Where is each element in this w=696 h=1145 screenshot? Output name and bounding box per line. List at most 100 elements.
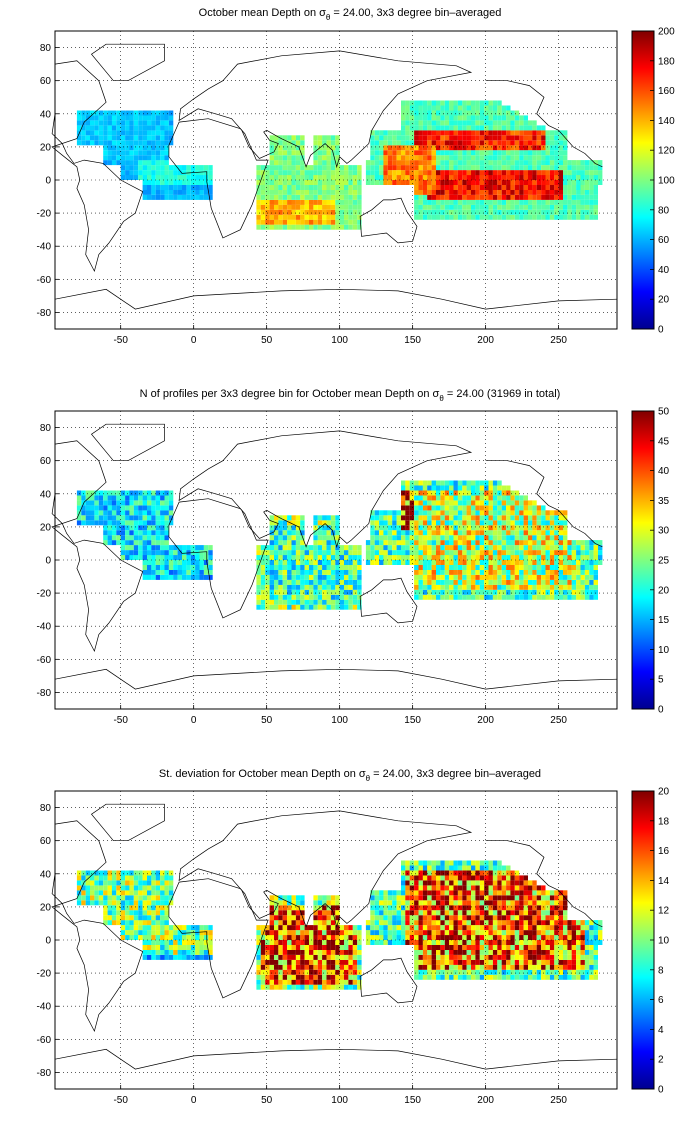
heatmap-cell <box>537 970 541 975</box>
heatmap-cell <box>309 985 313 990</box>
heatmap-cell <box>278 570 282 575</box>
heatmap-cell <box>493 960 497 965</box>
heatmap-cell <box>436 940 440 945</box>
heatmap-cell <box>462 590 466 595</box>
heatmap-cell <box>379 930 383 935</box>
heatmap-cell <box>589 930 593 935</box>
heatmap-cell <box>112 495 116 500</box>
heatmap-cell <box>419 175 423 180</box>
heatmap-cell <box>419 535 423 540</box>
heatmap-cell <box>296 605 300 610</box>
heatmap-cell <box>458 570 462 575</box>
heatmap-cell <box>318 225 322 230</box>
heatmap-cell <box>554 145 558 150</box>
heatmap-cell <box>563 570 567 575</box>
heatmap-cell <box>419 960 423 965</box>
heatmap-cell <box>392 135 396 140</box>
heatmap-cell <box>449 900 453 905</box>
heatmap-cell <box>524 550 528 555</box>
heatmap-cell <box>353 165 357 170</box>
heatmap-cell <box>497 495 501 500</box>
heatmap-cell <box>502 960 506 965</box>
heatmap-cell <box>410 940 414 945</box>
heatmap-cell <box>397 905 401 910</box>
heatmap-cell <box>405 525 409 530</box>
heatmap-cell <box>278 190 282 195</box>
heatmap-cell <box>296 920 300 925</box>
heatmap-cell <box>305 550 309 555</box>
heatmap-cell <box>528 910 532 915</box>
heatmap-cell <box>370 535 374 540</box>
heatmap-cell <box>532 550 536 555</box>
heatmap-cell <box>204 170 208 175</box>
heatmap-cell <box>419 905 423 910</box>
heatmap-cell <box>436 135 440 140</box>
heatmap-cell <box>270 605 274 610</box>
heatmap-cell <box>467 950 471 955</box>
heatmap-cell <box>471 530 475 535</box>
heatmap-cell <box>493 550 497 555</box>
heatmap-cell <box>502 515 506 520</box>
heatmap-cell <box>313 970 317 975</box>
heatmap-cell <box>401 486 405 491</box>
heatmap-cell <box>510 930 514 935</box>
heatmap-cell <box>524 495 528 500</box>
heatmap-cell <box>379 920 383 925</box>
heatmap-cell <box>300 900 304 905</box>
heatmap-cell <box>383 900 387 905</box>
heatmap-cell <box>134 155 138 160</box>
heatmap-cell <box>519 570 523 575</box>
heatmap-cell <box>200 955 204 960</box>
heatmap-cell <box>287 950 291 955</box>
heatmap-cell <box>160 135 164 140</box>
heatmap-cell <box>467 965 471 970</box>
heatmap-cell <box>335 215 339 220</box>
heatmap-cell <box>296 925 300 930</box>
heatmap-cell <box>200 930 204 935</box>
heatmap-cell <box>116 130 120 135</box>
heatmap-cell <box>138 515 142 520</box>
heatmap-cell <box>419 590 423 595</box>
heatmap-cell <box>348 180 352 185</box>
heatmap-cell <box>423 935 427 940</box>
heatmap-cell <box>427 540 431 545</box>
heatmap-cell <box>594 555 598 560</box>
heatmap-cell <box>493 125 497 130</box>
heatmap-cell <box>506 185 510 190</box>
heatmap-cell <box>357 185 361 190</box>
heatmap-cell <box>278 545 282 550</box>
heatmap-cell <box>147 190 151 195</box>
heatmap-cell <box>414 975 418 980</box>
heatmap-cell <box>256 205 260 210</box>
heatmap-cell <box>572 215 576 220</box>
heatmap-cell <box>125 170 129 175</box>
heatmap-cell <box>138 165 142 170</box>
heatmap-cell <box>559 590 563 595</box>
heatmap-cell <box>432 560 436 565</box>
heatmap-cell <box>270 960 274 965</box>
heatmap-cell <box>471 515 475 520</box>
heatmap-cell <box>528 900 532 905</box>
heatmap-cell <box>156 125 160 130</box>
heatmap-cell <box>86 125 90 130</box>
heatmap-cell <box>563 975 567 980</box>
heatmap-cell <box>589 590 593 595</box>
heatmap-cell <box>436 905 440 910</box>
heatmap-cell <box>270 575 274 580</box>
heatmap-cell <box>331 160 335 165</box>
heatmap-cell <box>484 205 488 210</box>
heatmap-cell <box>489 190 493 195</box>
heatmap-cell <box>283 955 287 960</box>
heatmap-cell <box>125 915 129 920</box>
heatmap-cell <box>585 975 589 980</box>
heatmap-cell <box>537 935 541 940</box>
heatmap-cell <box>432 595 436 600</box>
heatmap-cell <box>471 580 475 585</box>
heatmap-cell <box>454 595 458 600</box>
heatmap-cell <box>86 111 90 116</box>
heatmap-cell <box>598 550 602 555</box>
heatmap-cell <box>256 195 260 200</box>
heatmap-cell <box>467 106 471 111</box>
heatmap-cell <box>160 910 164 915</box>
heatmap-cell <box>335 135 339 140</box>
